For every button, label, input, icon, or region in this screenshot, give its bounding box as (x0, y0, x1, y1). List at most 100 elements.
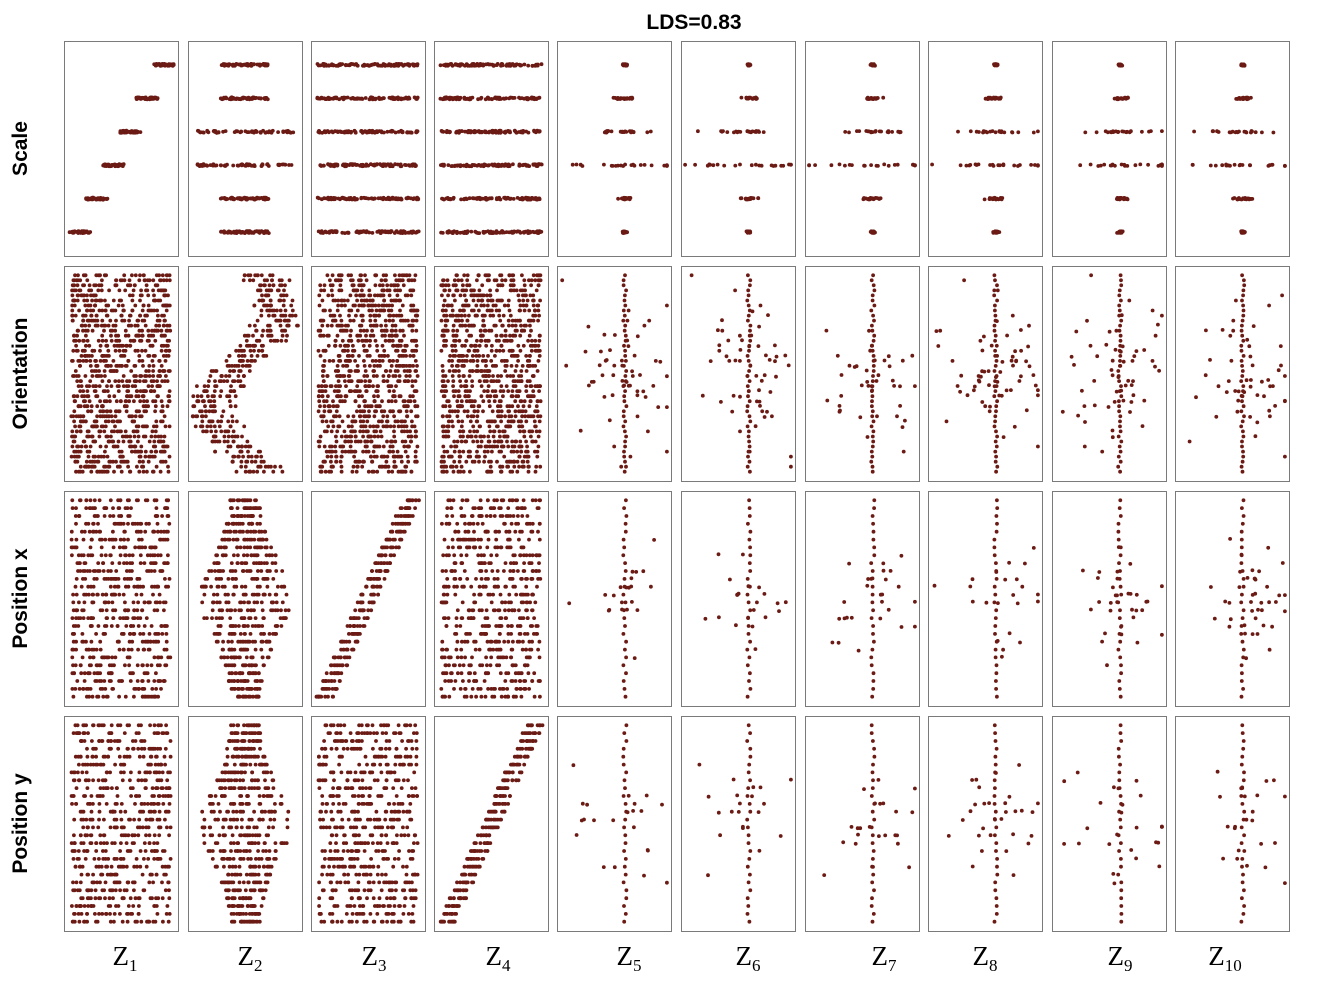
data-point (89, 409, 94, 414)
data-point (196, 128, 200, 133)
data-point (144, 283, 149, 288)
data-point (370, 459, 375, 464)
data-point (384, 369, 389, 373)
data-point (120, 303, 125, 308)
data-point (168, 328, 173, 333)
data-point (377, 95, 381, 100)
data-point (157, 369, 162, 373)
data-point (236, 454, 241, 459)
data-point (222, 439, 227, 444)
data-point (399, 419, 404, 424)
data-point (213, 379, 217, 383)
data-point (336, 129, 341, 134)
data-point (82, 399, 86, 404)
data-point (151, 278, 156, 283)
data-point (77, 308, 81, 313)
data-point (373, 303, 378, 308)
data-point (440, 231, 445, 235)
data-point (528, 197, 532, 202)
data-point (384, 278, 388, 283)
data-point (368, 338, 372, 343)
data-point (496, 283, 501, 288)
data-point (342, 429, 347, 434)
data-point (107, 354, 111, 358)
data-point (347, 354, 352, 358)
data-point (465, 283, 469, 288)
data-point (363, 196, 368, 201)
data-point (787, 162, 791, 167)
data-point (316, 409, 321, 414)
data-point (160, 419, 165, 424)
data-point (250, 459, 254, 464)
data-point (208, 419, 213, 424)
data-point (480, 298, 485, 303)
data-point (481, 62, 486, 67)
data-point (364, 389, 369, 393)
data-point (132, 444, 137, 449)
data-point (100, 318, 105, 323)
data-point (526, 63, 531, 68)
data-point (267, 313, 271, 318)
data-point (514, 130, 519, 135)
data-point (152, 439, 157, 444)
data-point (373, 409, 377, 414)
data-point (1119, 196, 1123, 200)
panel-scale-z7 (805, 41, 920, 257)
data-point (383, 63, 388, 68)
data-point (405, 429, 410, 434)
data-point (72, 394, 77, 399)
data-point (1103, 129, 1108, 134)
data-point (322, 409, 327, 414)
data-point (857, 129, 862, 134)
data-point (243, 469, 248, 474)
data-point (228, 404, 233, 409)
data-point (77, 288, 82, 293)
data-point (206, 394, 210, 399)
data-point (319, 469, 324, 474)
data-point (411, 308, 416, 313)
data-point (67, 230, 72, 235)
data-point (322, 404, 327, 409)
data-point (222, 95, 226, 100)
data-point (414, 97, 419, 101)
data-point (414, 429, 418, 434)
data-point (141, 469, 146, 474)
data-point (167, 348, 172, 353)
data-point (460, 288, 465, 293)
data-point (132, 419, 137, 424)
data-point (135, 389, 140, 393)
data-point (76, 374, 81, 378)
data-point (256, 464, 261, 469)
data-point (88, 230, 93, 234)
data-point (128, 313, 133, 318)
data-point (320, 394, 325, 399)
data-point (75, 348, 80, 353)
data-point (230, 459, 235, 464)
data-point (329, 469, 333, 474)
data-point (120, 379, 125, 383)
data-point (366, 129, 371, 134)
data-point (251, 129, 255, 134)
data-point (324, 449, 329, 454)
data-point (268, 303, 273, 308)
data-point (143, 323, 148, 328)
data-point (238, 379, 243, 383)
data-point (127, 399, 131, 404)
data-point (754, 129, 759, 133)
data-point (262, 469, 266, 474)
data-point (455, 231, 459, 236)
data-point (440, 196, 444, 201)
data-point (462, 273, 467, 278)
data-point (351, 343, 355, 348)
data-point (348, 333, 353, 338)
data-point (409, 434, 414, 439)
data-point (73, 459, 78, 464)
data-point (204, 414, 208, 419)
data-point (318, 434, 323, 439)
data-point (392, 424, 396, 429)
data-point (453, 298, 457, 303)
data-point (77, 338, 82, 343)
data-point (243, 62, 248, 67)
data-point (381, 424, 386, 429)
data-point (459, 129, 464, 134)
